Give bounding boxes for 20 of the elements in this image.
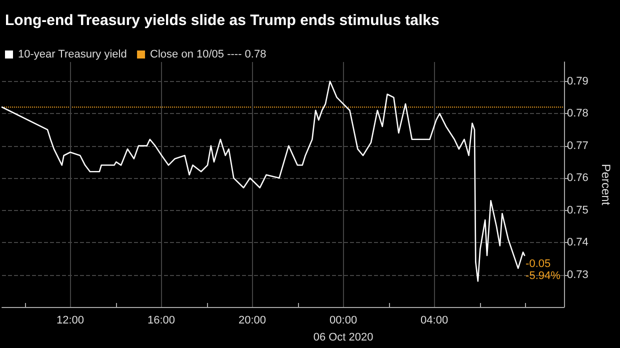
legend-label: Close on 10/05 ---- 0.78: [150, 48, 266, 60]
x-tick-label: 12:00: [56, 314, 84, 326]
y-tick-label: 0.78: [567, 108, 588, 120]
y-tick-label: 0.75: [567, 204, 588, 216]
annotation: -0.05: [526, 258, 551, 270]
annotation: -5.94%: [526, 270, 561, 282]
y-tick-label: 0.76: [567, 172, 588, 184]
x-tick-label: 16:00: [148, 314, 176, 326]
legend-label: 10-year Treasury yield: [18, 48, 127, 60]
y-tick-label: 0.79: [567, 75, 588, 88]
y-tick-label: 0.77: [567, 140, 588, 152]
x-tick-label: 00:00: [330, 314, 358, 326]
x-tick-label: 20:00: [238, 314, 266, 326]
y-axis-title: Percent: [599, 164, 613, 206]
chart-title: Long-end Treasury yields slide as Trump ends stimulus talks: [5, 12, 440, 29]
x-axis-title: 06 Oct 2020: [313, 332, 374, 344]
y-tick-label: 0.74: [567, 236, 588, 249]
x-tick-label: 04:00: [420, 314, 448, 326]
line-series: [1, 80, 526, 282]
y-tick-label: 0.73: [567, 268, 588, 281]
